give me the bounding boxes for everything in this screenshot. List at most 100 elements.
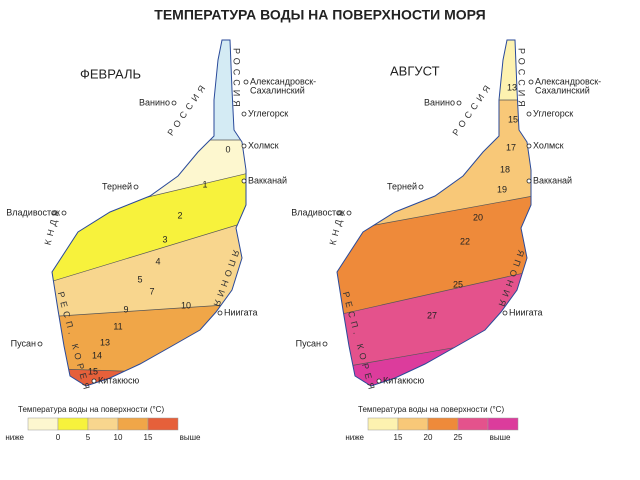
legend-title: Температура воды на поверхности (°C) — [358, 405, 504, 414]
isotherm-label: 5 — [137, 274, 142, 284]
city-label: Ниигата — [224, 307, 257, 317]
isotherm-label: 20 — [473, 212, 483, 222]
city-label: Углегорск — [248, 108, 288, 118]
isotherm-label: 4 — [155, 256, 160, 266]
city-label: Холмск — [248, 140, 279, 150]
city-dot — [526, 111, 532, 117]
isotherm-label: 22 — [460, 236, 470, 246]
legend-swatch — [147, 417, 179, 431]
legend-tick: 15 — [394, 433, 403, 442]
city-dot — [322, 341, 328, 347]
city-dot — [526, 178, 532, 184]
city-label: Китакюсю — [98, 375, 139, 385]
city-label: Холмск — [533, 140, 564, 150]
coast — [51, 39, 247, 387]
legend-swatch — [457, 417, 489, 431]
temp-band — [52, 215, 246, 318]
region-label: РОССИЯ — [232, 48, 242, 111]
city-dot — [37, 341, 43, 347]
region-label: РОССИЯ — [517, 48, 527, 111]
legend-swatch — [397, 417, 429, 431]
isotherm-label: 18 — [500, 164, 510, 174]
city-label: Ниигата — [509, 307, 542, 317]
isotherm-label: 15 — [508, 114, 518, 124]
isotherm-label: 9 — [123, 304, 128, 314]
legend-swatch — [87, 417, 119, 431]
temp-band — [52, 168, 246, 288]
isotherm-label: 11 — [113, 321, 122, 331]
city-label: Вакканай — [533, 175, 572, 185]
city-dot — [502, 310, 508, 316]
isotherm-label: 7 — [149, 286, 154, 296]
legend-swatch — [27, 417, 59, 431]
legend-tick: 5 — [86, 433, 91, 442]
isotherm — [52, 214, 246, 289]
legend-tick: 15 — [144, 433, 153, 442]
city-label: Терней — [387, 181, 417, 191]
city-label: Владивосток — [291, 207, 345, 217]
temp-band — [337, 266, 531, 372]
legend-swatch — [487, 417, 519, 431]
isotherm-label: 27 — [427, 310, 437, 320]
isotherm-label: 3 — [162, 234, 167, 244]
city-dot — [133, 184, 139, 190]
isotherm-label: 1 — [202, 179, 207, 189]
city-label: Пусан — [296, 338, 321, 348]
isotherm-label: 13 — [100, 337, 110, 347]
isotherm-label: 14 — [92, 350, 102, 360]
city-label: Александровск- — [250, 76, 316, 86]
city-label: Владивосток — [6, 207, 60, 217]
isotherm — [337, 265, 531, 321]
city-dot — [526, 143, 532, 149]
isotherm-label: 17 — [506, 142, 516, 152]
legend-tick: 0 — [56, 433, 61, 442]
city-dot — [376, 378, 382, 384]
legend-tick: 10 — [114, 433, 123, 442]
legend-tick: ниже — [345, 433, 364, 442]
legend-tick: 25 — [454, 433, 463, 442]
city-dot — [456, 100, 462, 106]
page-title: ТЕМПЕРАТУРА ВОДЫ НА ПОВЕРХНОСТИ МОРЯ — [154, 7, 485, 23]
city-dot — [91, 378, 97, 384]
temp-band — [337, 192, 531, 320]
coast — [336, 39, 532, 387]
map-label: АВГУСТ — [390, 63, 440, 78]
city-label: Терней — [102, 181, 132, 191]
city-label: Вакканай — [248, 175, 287, 185]
city-label: Ванино — [424, 97, 455, 107]
isotherm-label: 19 — [497, 184, 507, 194]
city-dot — [61, 210, 67, 216]
city-dot — [528, 79, 534, 85]
city-label: Ванино — [139, 97, 170, 107]
city-dot — [346, 210, 352, 216]
city-label: Пусан — [11, 338, 36, 348]
legend-tick: 20 — [424, 433, 433, 442]
isotherm-label: 2 — [177, 210, 182, 220]
legend-swatch — [427, 417, 459, 431]
legend-tick: выше — [490, 433, 511, 442]
legend-swatch — [367, 417, 399, 431]
legend-swatch — [57, 417, 89, 431]
city-dot — [243, 79, 249, 85]
city-dot — [217, 310, 223, 316]
city-dot — [418, 184, 424, 190]
city-label: Сахалинский — [535, 85, 590, 95]
city-label: Сахалинский — [250, 85, 305, 95]
isotherm-label: 15 — [88, 366, 98, 376]
isotherm-label: 25 — [453, 279, 463, 289]
city-label: Александровск- — [535, 76, 601, 86]
city-label: Китакюсю — [383, 375, 424, 385]
city-label: Углегорск — [533, 108, 573, 118]
legend-tick: выше — [180, 433, 201, 442]
isotherm-label: 10 — [181, 300, 191, 310]
city-dot — [241, 178, 247, 184]
legend-title: Температура воды на поверхности (°C) — [18, 405, 164, 414]
city-dot — [171, 100, 177, 106]
legend-swatch — [117, 417, 149, 431]
legend-tick: ниже — [5, 433, 24, 442]
city-dot — [241, 143, 247, 149]
isotherm-label: 0 — [225, 144, 230, 154]
isotherm-label: 13 — [507, 82, 517, 92]
map: АВГУСТ 13 15 17 18 19 20 22 25 27 Александровск-Са… — [291, 30, 601, 400]
